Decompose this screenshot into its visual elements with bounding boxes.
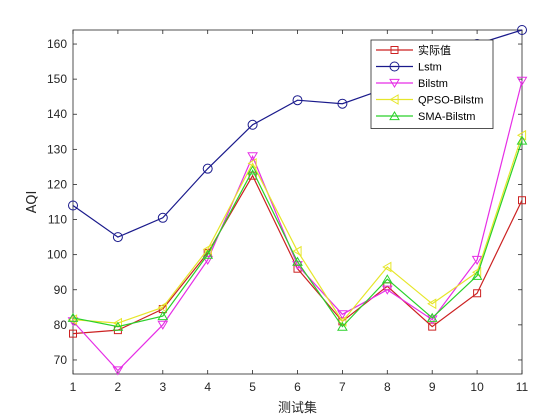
- series-line: [72, 140, 523, 328]
- data-point: [337, 310, 348, 320]
- data-point: [112, 232, 123, 243]
- data-point: [157, 320, 169, 330]
- data-point: [292, 245, 302, 257]
- x-tick-label: 7: [339, 380, 346, 394]
- legend-item: SMA-Bilstm: [376, 110, 475, 123]
- legend-marker: [389, 78, 400, 89]
- data-point: [248, 171, 257, 180]
- data-point: [337, 98, 348, 109]
- legend-label: 实际值: [418, 43, 451, 57]
- data-point: [247, 158, 257, 169]
- y-axis-label: AQI: [25, 191, 40, 214]
- legend-marker: [389, 61, 400, 72]
- data-point: [516, 135, 528, 145]
- data-point: [157, 311, 169, 321]
- x-tick-label: 2: [115, 380, 122, 394]
- series-5: [67, 135, 528, 331]
- legend-label: QPSO-Bilstm: [418, 95, 483, 107]
- data-point: [67, 312, 79, 322]
- data-point: [517, 25, 527, 35]
- data-point: [69, 329, 77, 338]
- data-point: [202, 249, 214, 259]
- data-point: [473, 289, 482, 298]
- x-tick-label: 6: [294, 380, 301, 394]
- legend-item: Lstm: [376, 61, 442, 74]
- y-tick-label: 150: [47, 72, 67, 86]
- data-point: [427, 298, 437, 310]
- data-point: [292, 256, 303, 266]
- data-point: [426, 312, 438, 322]
- series-layer: [67, 25, 528, 376]
- legend-item: Bilstm: [376, 78, 448, 90]
- data-point: [518, 196, 526, 205]
- series-line: [72, 135, 523, 324]
- data-point: [202, 255, 214, 265]
- data-point: [472, 266, 482, 278]
- y-tick-label: 90: [54, 283, 68, 297]
- y-tick-label: 110: [48, 213, 67, 227]
- legend-item: 实际值: [376, 43, 451, 57]
- legend-marker: [389, 94, 399, 105]
- data-point: [426, 315, 438, 325]
- y-axis-ticks: 70 80 90 100 110 120 130 140 150 160: [47, 37, 522, 367]
- x-tick-label: 10: [470, 380, 484, 394]
- y-tick-label: 120: [47, 177, 67, 191]
- data-point: [382, 261, 392, 273]
- x-tick-label: 8: [384, 380, 391, 394]
- data-point: [516, 76, 528, 86]
- data-point: [157, 212, 168, 223]
- legend-label: Lstm: [418, 62, 442, 74]
- series-4: [67, 129, 527, 329]
- legend-item: QPSO-Bilstm: [376, 94, 483, 107]
- data-point: [381, 285, 393, 295]
- x-axis-ticks: 1 2 3 4 5 6 7 8 9 10 11: [70, 30, 529, 394]
- x-tick-label: 5: [249, 380, 256, 394]
- y-tick-label: 160: [47, 37, 67, 51]
- x-tick-label: 3: [159, 380, 166, 394]
- legend-label: SMA-Bilstm: [418, 111, 475, 123]
- x-axis-label: 测试集: [278, 400, 317, 416]
- data-point: [112, 321, 124, 331]
- data-point: [292, 95, 303, 106]
- data-point: [247, 119, 258, 130]
- legend-box: [370, 39, 494, 129]
- data-point: [157, 301, 167, 313]
- y-tick-label: 130: [47, 142, 67, 156]
- data-point: [247, 165, 258, 175]
- y-tick-label: 70: [54, 353, 68, 367]
- data-point: [112, 317, 122, 329]
- x-tick-label: 9: [429, 380, 436, 394]
- data-point: [471, 270, 483, 280]
- x-tick-label: 4: [204, 380, 211, 394]
- x-tick-label: 11: [516, 380, 529, 394]
- data-point: [202, 163, 213, 174]
- data-point: [68, 200, 78, 211]
- data-point: [337, 321, 348, 331]
- data-point: [247, 152, 258, 162]
- legend-marker: [390, 46, 399, 54]
- y-tick-label: 100: [47, 248, 67, 262]
- legend: 实际值 Lstm Bilstm QPSO-Bilstm SMA-Bilstm: [370, 39, 494, 129]
- legend-marker: [389, 110, 400, 121]
- y-tick-label: 140: [47, 107, 67, 121]
- y-tick-label: 80: [54, 318, 68, 332]
- legend-label: Bilstm: [418, 78, 448, 90]
- data-point: [381, 274, 393, 284]
- x-tick-label: 1: [70, 380, 77, 394]
- data-point: [471, 255, 483, 265]
- data-point: [112, 366, 124, 376]
